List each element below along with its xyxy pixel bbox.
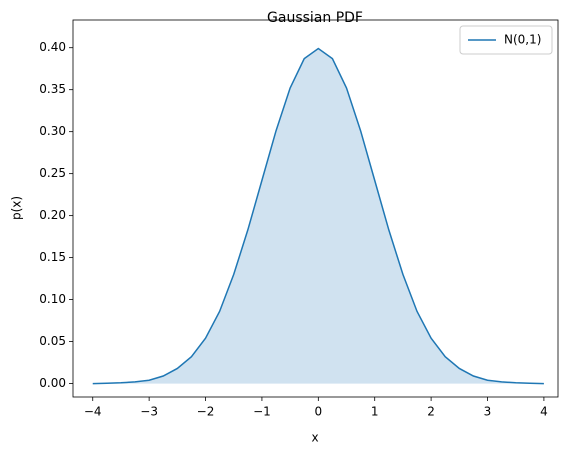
y-tick-label: 0.35 bbox=[39, 82, 66, 96]
legend-label: N(0,1) bbox=[504, 33, 541, 47]
y-axis-label: p(x) bbox=[10, 196, 24, 220]
x-tick-label: 3 bbox=[484, 405, 492, 419]
y-tick-label: 0.00 bbox=[39, 376, 66, 390]
y-tick-label: 0.30 bbox=[39, 124, 66, 138]
x-tick-label: −3 bbox=[140, 405, 158, 419]
x-tick-label: 2 bbox=[427, 405, 435, 419]
y-tick-label: 0.10 bbox=[39, 292, 66, 306]
line bbox=[92, 47, 544, 385]
y-tick-label: 0.25 bbox=[39, 166, 66, 180]
chart-title: Gaussian PDF bbox=[267, 10, 363, 26]
area-fill bbox=[92, 48, 544, 384]
y-tick-label: 0.05 bbox=[39, 334, 66, 348]
plot-frame bbox=[72, 19, 559, 398]
y-tick-label: 0.40 bbox=[39, 40, 66, 54]
x-tick-label: 4 bbox=[540, 405, 548, 419]
x-tick-label: 0 bbox=[314, 405, 322, 419]
x-tick-label: −1 bbox=[253, 405, 271, 419]
x-tick-label: 1 bbox=[371, 405, 379, 419]
x-axis-label: x bbox=[311, 431, 318, 445]
x-tick-label: −2 bbox=[197, 405, 215, 419]
y-tick-label: 0.20 bbox=[39, 208, 66, 222]
legend-box bbox=[459, 25, 553, 55]
x-tick-label: −4 bbox=[84, 405, 102, 419]
y-tick-label: 0.15 bbox=[39, 250, 66, 264]
